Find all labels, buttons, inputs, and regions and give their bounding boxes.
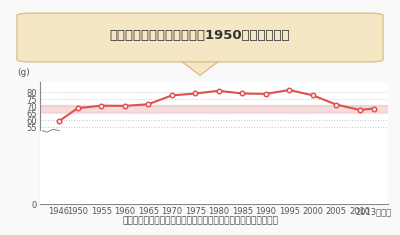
Text: 日本人の１人１日当たりのたんぱく質摂取量の年次推移（総量）: 日本人の１人１日当たりのたんぱく質摂取量の年次推移（総量）	[122, 217, 278, 226]
Text: 現在のたんぱく質摂取量は1950年代と同水準: 現在のたんぱく質摂取量は1950年代と同水準	[110, 29, 290, 42]
Polygon shape	[179, 59, 221, 75]
Bar	[40, 106, 388, 113]
Text: (g): (g)	[17, 68, 30, 77]
Bar	[40, 131, 388, 203]
FancyBboxPatch shape	[17, 13, 383, 62]
